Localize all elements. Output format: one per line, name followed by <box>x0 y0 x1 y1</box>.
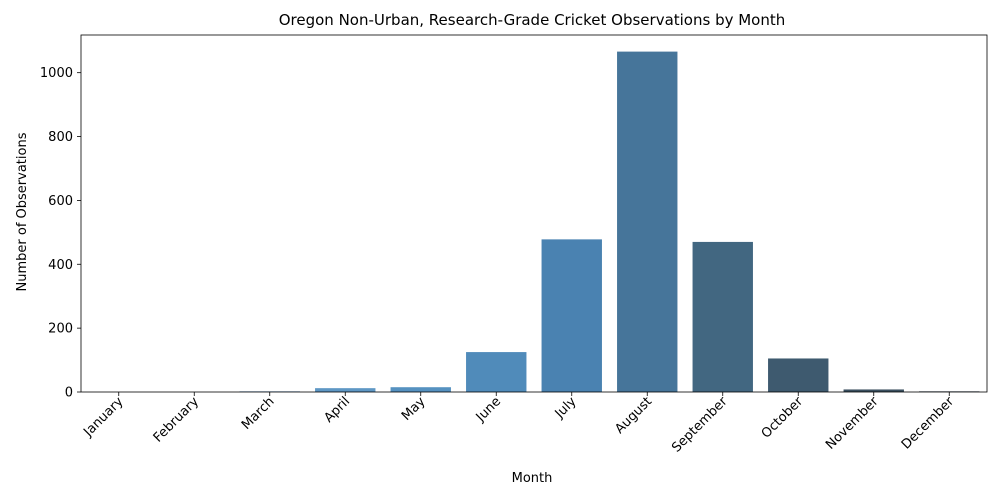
x-tick-label-october: October <box>759 394 807 442</box>
chart-title: Oregon Non-Urban, Research-Grade Cricket… <box>279 11 786 29</box>
plot-frame <box>80 34 988 393</box>
y-tick-label: 1000 <box>40 66 73 81</box>
x-tick-label-march: March <box>239 394 278 433</box>
bar-august <box>617 51 678 393</box>
x-tick-label-june: June <box>473 394 504 425</box>
y-tick-label: 800 <box>48 130 73 145</box>
y-axis-label: Number of Observations <box>15 132 30 291</box>
x-tick-label-january: January <box>80 394 126 440</box>
y-tick-label: 200 <box>48 322 73 337</box>
bar-june <box>466 352 527 392</box>
y-tick-label: 600 <box>48 194 73 209</box>
x-tick-label-april: April <box>321 394 353 426</box>
bar-july <box>541 239 602 392</box>
x-axis: January February March April May June July Augu… <box>80 392 958 456</box>
y-tick-label: 400 <box>48 258 73 273</box>
x-tick-label-november: November <box>823 394 882 453</box>
x-tick-label-december: December <box>899 394 958 453</box>
bar-may <box>390 387 451 392</box>
x-tick-label-july: July <box>552 394 580 422</box>
x-tick-label-september: September <box>669 394 731 456</box>
x-axis-label: Month <box>512 471 553 486</box>
bar-april <box>315 388 376 392</box>
x-tick-label-august: August <box>612 394 655 437</box>
bars-group <box>239 51 980 393</box>
bar-october <box>768 358 829 392</box>
x-tick-label-may: May <box>399 394 429 424</box>
y-axis: 0 200 400 600 800 1000 <box>40 66 81 401</box>
x-tick-label-february: February <box>151 394 203 446</box>
bar-november <box>843 389 904 392</box>
y-tick-label: 0 <box>65 386 73 401</box>
bar-september <box>692 241 753 392</box>
